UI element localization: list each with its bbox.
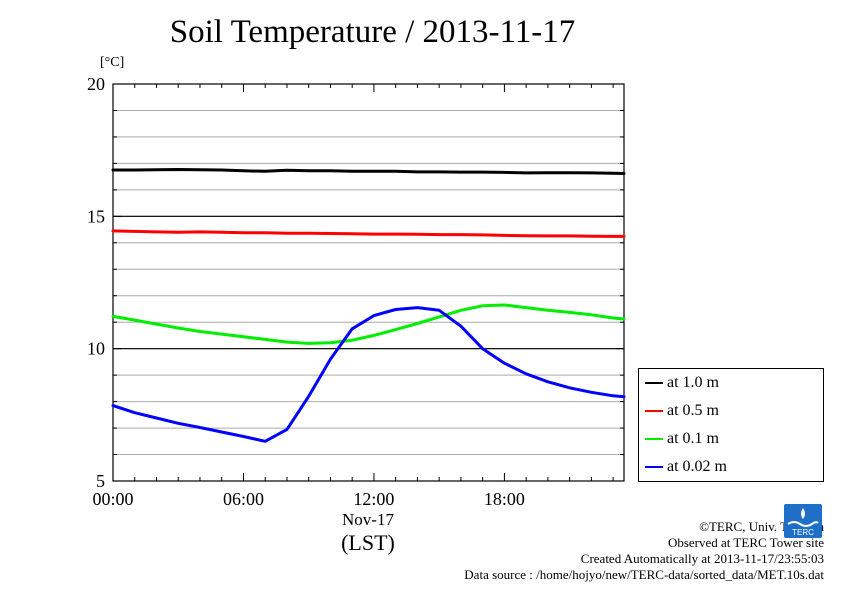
legend-swatch <box>645 438 663 440</box>
observed-text: Observed at TERC Tower site <box>667 535 824 550</box>
copyright-text: ©TERC, Univ. Tsukuba <box>699 519 824 534</box>
y-tick-label: 20 <box>87 74 105 94</box>
series-line-at-0-1-m <box>111 303 626 345</box>
legend-swatch <box>645 382 663 384</box>
y-tick-label: 10 <box>87 339 105 359</box>
legend-item: at 0.1 m <box>645 429 719 449</box>
legend-item: at 0.5 m <box>645 401 719 421</box>
legend-swatch <box>645 466 663 468</box>
y-tick-label: 15 <box>87 206 105 226</box>
series-line-at-0-5-m <box>111 229 626 238</box>
x-date-label: Nov-17 <box>342 510 394 529</box>
legend-item: at 0.02 m <box>645 457 727 477</box>
legend-label: at 0.02 m <box>667 458 727 475</box>
legend-label: at 0.5 m <box>667 402 719 419</box>
x-tick-label: 12:00 <box>353 489 394 509</box>
x-tick-label: 00:00 <box>92 489 133 509</box>
legend: at 1.0 m at 0.5 m at 0.1 m at 0.02 m <box>638 368 824 482</box>
series-line-at-1-0-m <box>111 168 626 175</box>
plot-frame <box>112 83 625 482</box>
logo-text: TERC <box>792 528 814 537</box>
legend-label: at 0.1 m <box>667 430 719 447</box>
source-text: Data source : /home/hojyo/new/TERC-data/… <box>464 567 824 582</box>
x-tick-label: 06:00 <box>223 489 264 509</box>
legend-label: at 1.0 m <box>667 374 719 391</box>
series-line-at-0-02-m <box>111 306 626 443</box>
y-unit-label: [°C] <box>100 55 125 70</box>
y-tick-label: 5 <box>96 471 105 491</box>
terc-logo-icon: TERC <box>784 504 822 538</box>
created-text: Created Automatically at 2013-11-17/23:5… <box>580 551 824 566</box>
x-tick-label: 18:00 <box>484 489 525 509</box>
legend-item: at 1.0 m <box>645 373 719 393</box>
legend-swatch <box>645 410 663 412</box>
credits-block: ©TERC, Univ. Tsukuba Observed at TERC To… <box>464 519 824 583</box>
x-unit-label: (LST) <box>341 530 395 555</box>
chart-title: Soil Temperature / 2013-11-17 <box>169 14 576 50</box>
